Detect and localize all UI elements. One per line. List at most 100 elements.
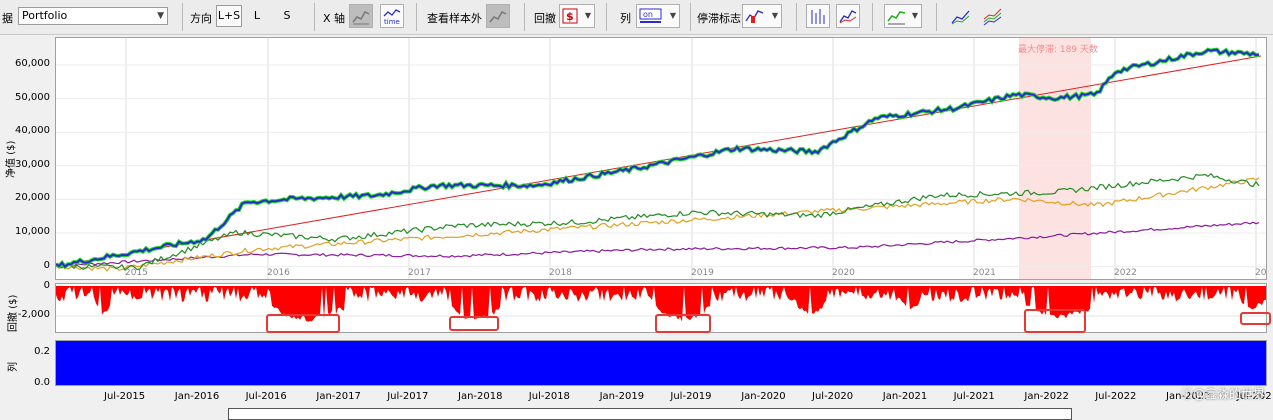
separator <box>872 3 873 31</box>
highlight-box <box>1240 312 1271 325</box>
column-ytick-1: 0.0 <box>34 377 50 388</box>
equity-chart-panel: 2015 2016 2017 2018 2019 2020 2021 2022 2023 最大停… <box>55 37 1267 280</box>
watermark: ⓕ@鑫淼的世界 <box>1180 387 1265 401</box>
column-label: 列 <box>620 12 631 25</box>
chevron-down-icon: ▼ <box>669 11 676 20</box>
separator <box>524 3 525 31</box>
column-dropdown[interactable]: on ▼ <box>636 4 680 28</box>
separator <box>314 3 315 31</box>
data-select-value: Portfolio <box>22 9 68 22</box>
x-axis-label: Jul-2019 <box>670 391 712 402</box>
direction-ls-button[interactable]: L+S <box>216 5 242 27</box>
x-axis-label: Jul-2018 <box>528 391 570 402</box>
chart-icon <box>489 11 507 23</box>
year-label: 2023 <box>1255 268 1266 278</box>
separator <box>690 3 691 31</box>
oos-label: 查看样本外 <box>427 12 482 25</box>
x-axis-label: Jul-2016 <box>245 391 287 402</box>
chevron-down-icon: ▼ <box>771 11 778 20</box>
column-ytick-0: 0.2 <box>34 346 50 357</box>
line-chart-icon <box>839 10 857 24</box>
toolbar: 据 Portfolio ▼ 方向 L+S L S X 轴 time 查看样本外 … <box>0 0 1273 35</box>
x-axis-label: Jul-2017 <box>387 391 429 402</box>
column-chart-panel <box>55 340 1267 386</box>
stagnation-text: 最大停滞: 189 天数 <box>1018 45 1098 55</box>
purple-series-line <box>56 221 1260 268</box>
column-axis-title: 列 <box>8 362 19 372</box>
stagnation-label: 停滞标志 <box>697 12 741 25</box>
svg-text:on: on <box>643 10 653 19</box>
x-axis-label: Jan-2019 <box>599 391 645 402</box>
stagnation-band <box>1019 38 1091 279</box>
highlight-box <box>1024 309 1086 333</box>
drawdown-ytick-0: 0 <box>43 280 50 291</box>
chart-icon <box>352 11 370 25</box>
drawdown-chart <box>56 286 1266 322</box>
x-axis-label: Jul-2022 <box>1095 391 1137 402</box>
bar-chart-icon <box>811 9 825 24</box>
x-axis-label: Jan-2023 <box>1166 391 1211 402</box>
x-axis-label: Jul-2020 <box>812 391 854 402</box>
equity-line <box>56 48 1260 269</box>
all-series-chart-button[interactable] <box>980 4 1004 28</box>
drawdown-chart-panel <box>55 283 1267 333</box>
x-axis-label: Jan-2022 <box>1024 391 1069 402</box>
year-label: 2015 <box>125 268 148 278</box>
year-label: 2017 <box>408 268 431 278</box>
equity-ytick-5: 10,000 <box>15 226 50 237</box>
data-select[interactable]: Portfolio ▼ <box>18 7 168 25</box>
x-axis-label: Jul-2021 <box>953 391 995 402</box>
green-series-line <box>56 172 1260 272</box>
direction-label: 方向 <box>190 12 212 25</box>
dollar-drawdown-icon: $ <box>562 8 578 24</box>
compare-chart-button[interactable] <box>948 4 972 28</box>
highlight-box <box>655 314 711 333</box>
direction-l-button[interactable]: L <box>253 9 261 22</box>
x-axis-label: Jan-2018 <box>458 391 503 402</box>
equity-ytick-4: 20,000 <box>15 192 50 204</box>
colored-lines-chart-icon <box>983 8 1002 26</box>
x-axis-label: Jan-2021 <box>882 391 928 402</box>
year-label: 2019 <box>691 268 714 278</box>
data-label: 据 <box>2 12 13 25</box>
equity-ytick-2: 40,000 <box>15 125 50 137</box>
x-axis-label: Jul-2015 <box>104 391 146 402</box>
direction-s-button[interactable]: S <box>283 9 291 22</box>
equity-chart: 2015 2016 2017 2018 2019 2020 2021 2022 2023 <box>56 38 1266 279</box>
xaxis-trades-button[interactable] <box>349 4 373 28</box>
drawdown-label: 回撤 <box>534 12 556 25</box>
year-label: 2018 <box>549 268 572 278</box>
year-label: 2022 <box>1114 268 1137 278</box>
time-chart-icon: time <box>383 9 401 25</box>
x-axis-label: Jan-2016 <box>174 391 220 402</box>
separator <box>606 3 607 31</box>
stagnation-dropdown[interactable]: ▼ <box>742 4 782 28</box>
year-label: 2020 <box>832 268 855 278</box>
chart-type-button-2[interactable] <box>836 4 860 28</box>
chevron-down-icon: ▼ <box>584 11 591 20</box>
svg-text:$: $ <box>566 10 574 23</box>
year-label: 2016 <box>267 268 290 278</box>
equity-ytick-3: 30,000 <box>15 158 50 170</box>
equity-ytick-1: 50,000 <box>15 91 50 103</box>
separator <box>182 3 183 31</box>
chevron-down-icon: ▼ <box>157 11 164 21</box>
xaxis-time-button[interactable]: time <box>380 4 404 28</box>
column-fill <box>56 341 1266 385</box>
chart-type-button-1[interactable] <box>806 4 830 28</box>
drawdown-area <box>56 286 1266 322</box>
stagnation-chart-icon <box>745 10 764 23</box>
oos-button[interactable] <box>486 4 510 28</box>
x-axis-label: Jan-2020 <box>741 391 786 402</box>
highlight-box <box>449 316 499 331</box>
drawdown-dropdown[interactable]: $ ▼ <box>559 4 595 28</box>
separator <box>416 3 417 31</box>
equity-ytick-6: 0 <box>43 259 50 271</box>
equity-chart-icon <box>887 11 906 25</box>
svg-text:time: time <box>384 18 400 25</box>
equity-style-dropdown[interactable]: ▼ <box>884 4 922 28</box>
separator <box>796 3 797 31</box>
on-column-icon: on <box>639 8 662 23</box>
orange-series-line <box>56 177 1260 272</box>
drawdown-ytick-1: -2,000 <box>17 309 50 320</box>
